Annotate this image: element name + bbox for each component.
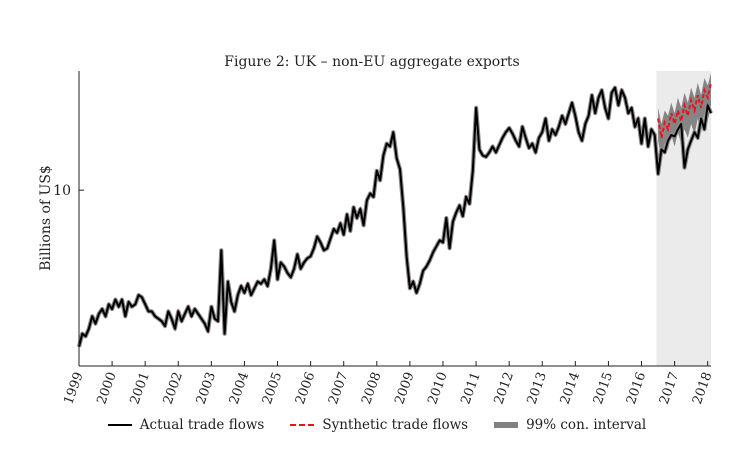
y-tick-label: 10 [53, 183, 71, 199]
actual-series-line [78, 86, 712, 348]
y-tick-layer: 10 [53, 183, 84, 199]
x-tick-label: 2007 [326, 370, 351, 406]
chart-title: Figure 2: UK – non-EU aggregate exports [224, 54, 519, 70]
x-tick-label: 2013 [525, 370, 550, 406]
x-tick-label: 2014 [558, 370, 583, 406]
x-tick-label: 2003 [194, 370, 219, 406]
x-tick-label: 2016 [624, 370, 649, 406]
x-tick-label: 2004 [227, 370, 252, 406]
axes-layer [78, 71, 711, 367]
synthetic-series-line [657, 82, 712, 139]
legend-label-synthetic: Synthetic trade flows [322, 417, 469, 433]
x-tick-label: 2002 [161, 370, 186, 406]
x-tick-label: 2009 [392, 370, 417, 406]
legend-item-interval: 99% con. interval [494, 417, 646, 433]
legend-swatch-synthetic [290, 424, 315, 426]
legend-swatch-interval [494, 422, 519, 428]
chart-legend: Actual trade flows Synthetic trade flows… [0, 414, 754, 436]
synthetic-series-history [78, 85, 712, 347]
legend-item-synthetic: Synthetic trade flows [290, 417, 468, 433]
legend-label-interval: 99% con. interval [526, 417, 647, 433]
legend-item-actual: Actual trade flows [107, 417, 265, 433]
x-tick-label: 2015 [591, 370, 616, 406]
band-layer [658, 73, 711, 159]
x-tick-label: 2011 [458, 370, 483, 406]
x-tick-label: 2017 [657, 370, 682, 406]
x-tick-label: 2012 [492, 370, 517, 406]
lines-layer [76, 82, 713, 348]
x-tick-label: 2018 [690, 370, 715, 406]
x-tick-label: 2000 [94, 370, 119, 406]
x-tick-label: 2010 [425, 370, 450, 406]
x-tick-label: 2001 [128, 370, 153, 406]
legend-swatch-actual [107, 424, 132, 426]
historical-fit-band [76, 85, 713, 348]
x-tick-label: 2008 [359, 370, 384, 406]
x-tick-label: 2006 [293, 370, 318, 406]
x-tick-layer: 1999 2000 2001 2002 2003 2004 2005 2006 2007 2008… [61, 361, 715, 406]
x-tick-label: 2005 [260, 370, 285, 406]
y-axis-label: Billions of US$ [38, 165, 54, 271]
confidence-interval-band [658, 73, 711, 159]
legend-label-actual: Actual trade flows [139, 417, 265, 433]
x-tick-label: 1999 [61, 370, 86, 406]
